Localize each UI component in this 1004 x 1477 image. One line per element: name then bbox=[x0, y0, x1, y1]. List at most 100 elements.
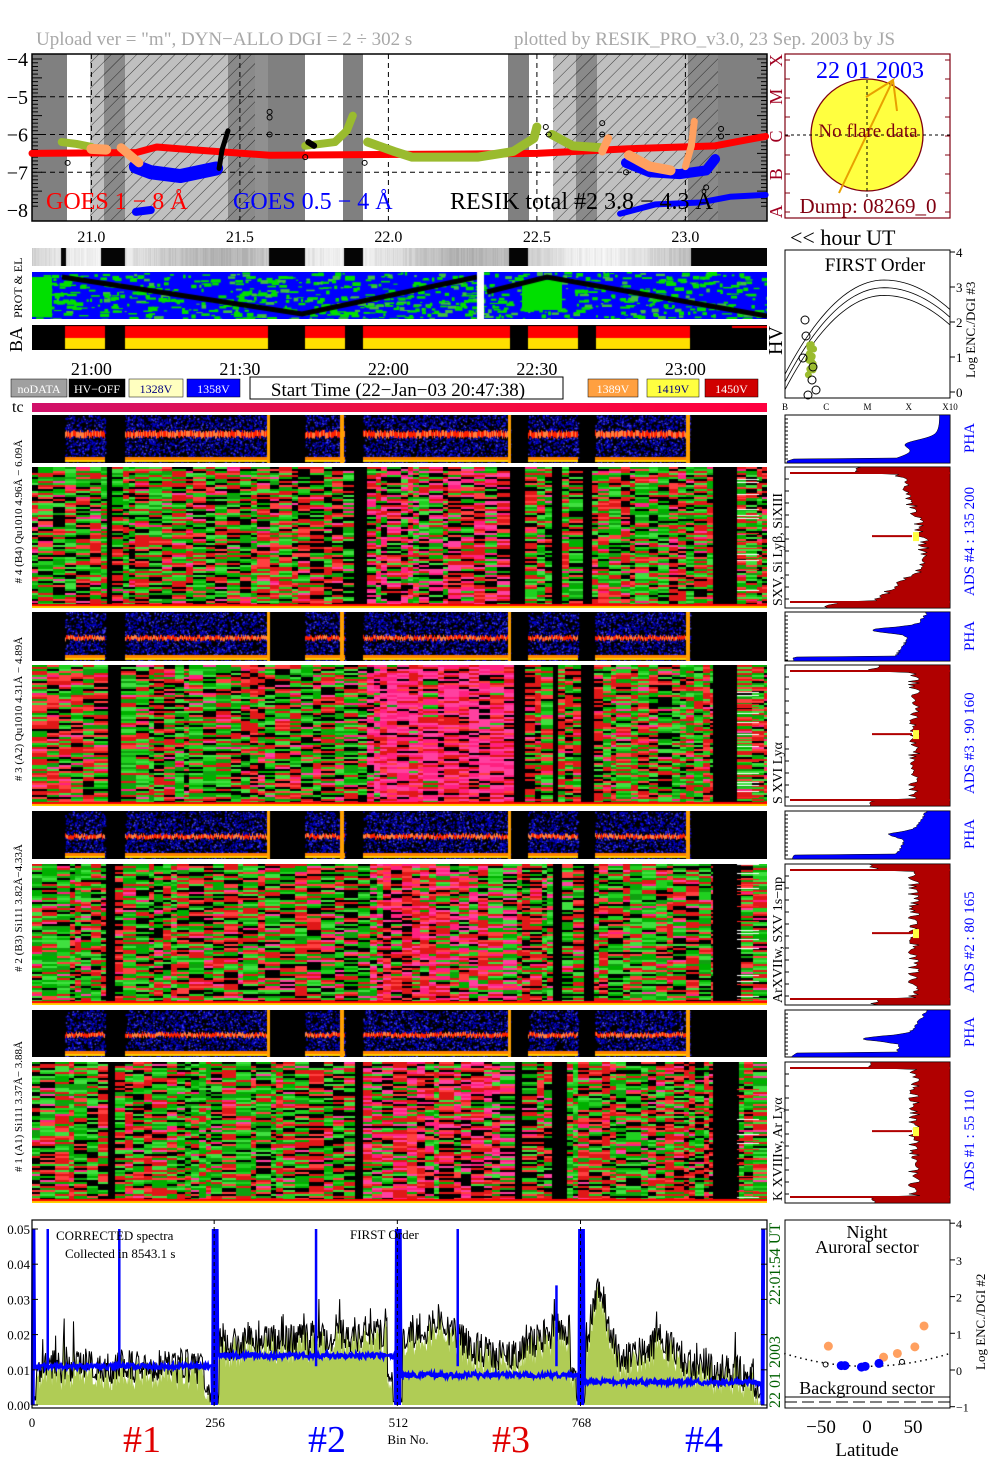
pha-profile bbox=[792, 810, 951, 860]
legend-swatch bbox=[186, 378, 241, 398]
hv-open-point bbox=[807, 375, 817, 385]
hv-ytick: 0 bbox=[956, 385, 963, 400]
spectral-lines-label: SXV, Si Lyβ, SiXIII bbox=[771, 493, 786, 606]
flare-class-label: B bbox=[766, 168, 786, 180]
hv-ytick: 4 bbox=[956, 245, 963, 260]
latitude-ytick: 0 bbox=[956, 1364, 962, 1378]
legend-v1328: 1328V bbox=[128, 378, 184, 398]
flare-trace bbox=[892, 79, 898, 112]
legend-swatch bbox=[587, 378, 639, 398]
pha-image-channel-4 bbox=[32, 415, 767, 463]
hv-ytick: 3 bbox=[956, 280, 963, 295]
hour-tick: 21.0 bbox=[77, 229, 105, 246]
pha-label: PHA bbox=[962, 621, 978, 651]
open-point bbox=[822, 1361, 829, 1368]
legend-label: HV−OFF bbox=[74, 382, 120, 396]
hv-open-point bbox=[811, 385, 821, 395]
resik-outlier-point bbox=[703, 184, 710, 191]
legend-label: 1450V bbox=[715, 382, 748, 396]
hv-xtick: X bbox=[906, 402, 913, 412]
hv-open-point bbox=[798, 353, 808, 363]
hv-point bbox=[805, 352, 813, 360]
tc-strip bbox=[32, 403, 767, 412]
legend-label: 1358V bbox=[197, 382, 230, 396]
latitude-frame bbox=[784, 1219, 951, 1409]
hv-plot-title: FIRST Order bbox=[825, 255, 926, 276]
hour-tick: 22.0 bbox=[374, 229, 402, 246]
orange-point bbox=[879, 1352, 889, 1362]
model-curve bbox=[783, 1352, 951, 1368]
resik-outlier-point bbox=[266, 114, 273, 121]
pha-label: PHA bbox=[962, 1017, 978, 1047]
time-tick: 22:00 bbox=[368, 359, 409, 379]
tc-label: tc bbox=[12, 399, 24, 416]
pha-profile bbox=[786, 414, 951, 464]
channel-label: # 4 (B4) Qu1010 4.96Å − 6.09Å bbox=[13, 440, 25, 584]
goes-ytick: −5 bbox=[7, 87, 28, 109]
spectrum-ytick: 0.03 bbox=[7, 1292, 30, 1307]
resik-outlier-point bbox=[599, 131, 606, 138]
legend-label: 1389V bbox=[597, 382, 630, 396]
resik-orange-curve bbox=[598, 134, 613, 156]
channel-label: # 3 (A2) Qu1010 4.31Å − 4.89Å bbox=[13, 637, 25, 781]
resik-outlier-point bbox=[64, 159, 71, 166]
legend-v1358: 1358V bbox=[186, 378, 241, 398]
background-sector-label: Background sector bbox=[799, 1378, 934, 1398]
data-gap-band bbox=[363, 54, 508, 221]
latitude-title-night: Night bbox=[846, 1222, 887, 1242]
goes-short-curve bbox=[621, 154, 721, 180]
pha-label: PHA bbox=[962, 819, 978, 849]
channel-label: # 1 (A1) Si111 3.37Å− 3.88Å bbox=[13, 1041, 25, 1172]
legend-label: 1328V bbox=[140, 382, 173, 396]
resik-outlier-point bbox=[361, 159, 368, 166]
spec-profile bbox=[823, 466, 951, 609]
time-tick: 21:30 bbox=[219, 359, 260, 379]
time-tick: 23:00 bbox=[665, 359, 706, 379]
voltage-legend: noDATA HV−OFF 1328V 1358V 1389V 1419V 1450V Sta… bbox=[10, 376, 759, 401]
data-gap-band bbox=[508, 54, 529, 221]
pha-label: PHA bbox=[962, 423, 978, 453]
hatch-band bbox=[90, 54, 104, 221]
resik-outlier-point bbox=[545, 131, 552, 138]
latitude-ytick: 3 bbox=[956, 1254, 962, 1268]
goes-ytick: −6 bbox=[7, 125, 28, 147]
resik-outlier-point bbox=[599, 120, 606, 127]
ads-label: ADS #4 : 135 200 bbox=[962, 487, 978, 596]
legend-swatch bbox=[646, 378, 700, 398]
hatch-band bbox=[125, 54, 228, 221]
resik-outlier-point bbox=[302, 154, 309, 161]
pha-profile bbox=[792, 611, 951, 662]
spectrum-note-order: FIRST Order bbox=[350, 1227, 419, 1242]
spec-marker bbox=[913, 1127, 919, 1137]
spectrum-fill bbox=[32, 1285, 764, 1405]
hatch-band bbox=[228, 54, 255, 221]
ads-label: ADS #3 : 90 160 bbox=[962, 692, 978, 794]
legend-hvoff: HV−OFF bbox=[68, 378, 126, 398]
channel-panels: # 4 (B4) Qu1010 4.96Å − 6.09Å SXV, Si Lyβ… bbox=[13, 414, 978, 1204]
channel-label: # 2 (B3) Si111 3.82Å−4.33Å bbox=[13, 844, 25, 972]
spectrum-ytick: 0.04 bbox=[7, 1257, 30, 1272]
hv-open-point bbox=[800, 315, 810, 325]
upload-info: Upload ver = "m", DYN−ALLO DGI = 2 ÷ 302… bbox=[36, 29, 412, 50]
hv-open-point bbox=[801, 331, 811, 341]
resik-curve bbox=[301, 111, 357, 150]
hour-tick: 22.5 bbox=[523, 229, 551, 246]
start-time: Start Time (22−Jan−03 20:47:38) bbox=[271, 380, 525, 401]
resik-orange-curve bbox=[623, 150, 676, 176]
spectrum-xtick: 256 bbox=[205, 1415, 225, 1430]
hv-threshold-curve bbox=[784, 279, 951, 375]
orange-point bbox=[919, 1321, 929, 1331]
ba-label: BA bbox=[6, 327, 26, 352]
prot-el-label: PROT & EL bbox=[11, 258, 25, 318]
sun-date: 22 01 2003 bbox=[816, 58, 924, 84]
hv-open-point bbox=[808, 362, 818, 372]
spec-marker bbox=[913, 730, 919, 740]
resik-outlier-point bbox=[718, 133, 725, 140]
corrected-spectrum-plot: 0.05 0.04 0.03 0.02 0.01 0.00 0 256 512 768 Bin No… bbox=[7, 1219, 784, 1461]
resik-curve bbox=[547, 130, 607, 153]
spectral-lines-label: ArXVIIw, SXV 1s−np bbox=[771, 877, 786, 1003]
goes-labels: GOES 1 − 8 Å GOES 0.5 − 4 Å RESIK total … bbox=[46, 189, 896, 250]
hv-point bbox=[809, 360, 817, 368]
prot-el-strip bbox=[32, 272, 767, 319]
